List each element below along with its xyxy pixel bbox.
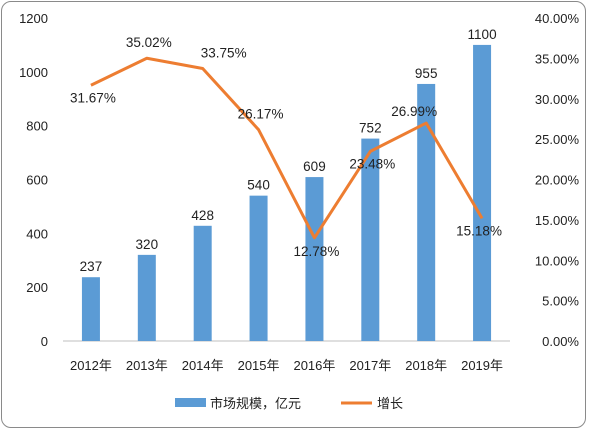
bar bbox=[81, 277, 100, 341]
bar bbox=[249, 195, 268, 341]
left-tick-label: 1000 bbox=[19, 65, 48, 80]
x-axis-labels: 2012年 2013年 2014年 2015年 2016年 2017年 2018年 2019年 bbox=[70, 358, 503, 373]
line-value-label: 35.02% bbox=[126, 35, 172, 50]
legend-swatch-bar bbox=[175, 398, 206, 407]
line-value-label: 23.48% bbox=[349, 156, 395, 171]
bar bbox=[137, 254, 156, 341]
x-tick-label: 2016年 bbox=[293, 358, 335, 373]
left-tick-label: 600 bbox=[26, 173, 48, 188]
bar bbox=[305, 177, 324, 341]
left-tick-label: 800 bbox=[26, 119, 48, 134]
x-tick-label: 2018年 bbox=[405, 358, 447, 373]
bar bbox=[361, 138, 380, 341]
right-tick-label: 15.00% bbox=[535, 213, 580, 228]
left-tick-label: 200 bbox=[26, 280, 48, 295]
bar bbox=[417, 83, 436, 341]
bar-value-label: 428 bbox=[191, 208, 214, 223]
x-tick-label: 2017年 bbox=[349, 358, 391, 373]
left-tick-label: 1200 bbox=[19, 11, 48, 26]
right-tick-label: 40.00% bbox=[535, 11, 580, 26]
bar-value-label: 609 bbox=[303, 159, 326, 174]
x-tick-label: 2014年 bbox=[182, 358, 224, 373]
bar-value-label: 752 bbox=[359, 121, 382, 136]
x-tick-label: 2013年 bbox=[126, 358, 168, 373]
line-value-label: 15.18% bbox=[456, 223, 502, 238]
bar-series bbox=[81, 44, 492, 342]
growth-line bbox=[90, 56, 484, 240]
line-value-label: 12.78% bbox=[294, 244, 340, 259]
right-tick-label: 5.00% bbox=[542, 294, 579, 309]
right-axis: 0.00% 5.00% 10.00% 15.00% 20.00% 25.00% 30.00%… bbox=[535, 11, 580, 349]
line-data-labels: 31.67% 35.02% 33.75% 26.17% 12.78% 23.48% 26.9… bbox=[70, 35, 502, 259]
bar bbox=[193, 225, 212, 341]
bar-value-label: 540 bbox=[247, 178, 270, 193]
line-value-label: 33.75% bbox=[201, 45, 247, 60]
bar bbox=[473, 44, 492, 342]
bar-value-label: 320 bbox=[136, 237, 159, 252]
right-tick-label: 30.00% bbox=[535, 92, 580, 107]
line-series bbox=[90, 56, 484, 240]
x-tick-label: 2012年 bbox=[70, 358, 112, 373]
legend: 市场规模，亿元 增长 bbox=[175, 396, 403, 411]
x-tick-label: 2019年 bbox=[461, 358, 503, 373]
bar-data-labels: 237 320 428 540 609 752 955 1100 bbox=[80, 27, 497, 274]
bar-value-label: 237 bbox=[80, 259, 103, 274]
bar-value-label: 955 bbox=[415, 66, 438, 81]
left-axis: 0 200 400 600 800 1000 1200 bbox=[19, 11, 48, 349]
line-value-label: 31.67% bbox=[70, 90, 116, 105]
line-value-label: 26.17% bbox=[238, 107, 284, 122]
right-tick-label: 25.00% bbox=[535, 132, 580, 147]
left-tick-label: 400 bbox=[26, 226, 48, 241]
bar-value-label: 1100 bbox=[468, 27, 497, 42]
right-tick-label: 20.00% bbox=[535, 173, 580, 188]
legend-label-line: 增长 bbox=[377, 396, 403, 411]
right-tick-label: 10.00% bbox=[535, 253, 580, 268]
legend-label-bar: 市场规模，亿元 bbox=[210, 396, 301, 411]
right-tick-label: 0.00% bbox=[542, 334, 579, 349]
line-value-label: 26.99% bbox=[391, 104, 437, 119]
left-tick-label: 0 bbox=[41, 334, 48, 349]
right-tick-label: 35.00% bbox=[535, 51, 580, 66]
x-tick-label: 2015年 bbox=[238, 358, 280, 373]
